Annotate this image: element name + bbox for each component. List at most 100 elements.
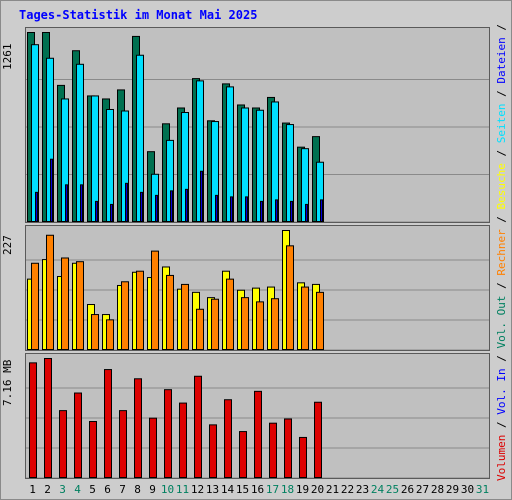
day-label: 17 xyxy=(265,483,280,496)
day-label: 16 xyxy=(250,483,265,496)
day-label: 2 xyxy=(44,483,51,496)
pages-bar xyxy=(305,203,308,222)
hosts-bar xyxy=(121,281,129,350)
hosts-bar xyxy=(256,301,264,350)
pages-bar xyxy=(80,184,83,222)
pages-bar xyxy=(290,200,293,222)
pages-bar xyxy=(95,200,98,222)
volume-bar xyxy=(119,410,127,478)
volume-max-label: 7.16 MB xyxy=(1,359,14,407)
volume-bar xyxy=(44,358,52,478)
hosts-bar xyxy=(286,245,294,350)
day-label: 6 xyxy=(104,483,111,496)
day-label: 19 xyxy=(295,483,310,496)
pages-bar xyxy=(125,182,128,222)
pages-bar xyxy=(320,199,323,222)
hosts-bar xyxy=(226,278,234,350)
volume-bar xyxy=(284,418,292,478)
day-label: 10 xyxy=(160,483,175,496)
legend-separator: / xyxy=(495,23,508,38)
hosts-bar xyxy=(76,261,84,350)
volume-bar xyxy=(29,362,37,478)
volume-plot xyxy=(26,358,489,478)
volume-bar xyxy=(209,424,217,478)
day-label: 22 xyxy=(340,483,355,496)
legend-entry: Seiten xyxy=(495,103,508,144)
volume-bar xyxy=(104,369,112,478)
day-label: 7 xyxy=(119,483,126,496)
hosts-bar xyxy=(211,298,219,350)
volume-bar xyxy=(59,410,67,478)
volume-bar xyxy=(74,392,82,478)
pages-bar xyxy=(140,191,143,222)
day-label: 21 xyxy=(325,483,340,496)
visits-max-label: 227 xyxy=(1,235,14,255)
pages-bar xyxy=(155,194,158,222)
day-label: 14 xyxy=(220,483,235,496)
volume-bar xyxy=(89,421,97,478)
visits-panel xyxy=(25,225,490,351)
legend-separator: / xyxy=(495,414,508,435)
hosts-bar xyxy=(61,257,69,350)
volume-bar xyxy=(164,389,172,478)
day-label: 1 xyxy=(29,483,36,496)
hosts-bar xyxy=(301,286,309,350)
hosts-bar xyxy=(136,270,144,350)
day-label: 24 xyxy=(370,483,385,496)
volume-bar xyxy=(194,375,202,478)
day-label: 27 xyxy=(415,483,430,496)
requests-plot xyxy=(26,32,489,222)
legend-separator: / xyxy=(495,83,508,104)
pages-bar xyxy=(200,170,203,222)
day-label: 18 xyxy=(280,483,295,496)
legend-entry: Vol. Out xyxy=(495,295,508,349)
pages-bar xyxy=(215,194,218,222)
volume-bar xyxy=(149,417,157,478)
legend-separator: / xyxy=(495,275,508,296)
legend-entry: Besuche xyxy=(495,163,508,210)
volume-bar xyxy=(314,401,322,478)
day-label: 15 xyxy=(235,483,250,496)
legend-entry: Dateien xyxy=(495,37,508,84)
hosts-bar xyxy=(271,298,279,350)
volume-bar xyxy=(269,422,277,478)
volume-bar xyxy=(254,390,262,478)
hosts-bar xyxy=(181,283,189,350)
day-label: 8 xyxy=(134,483,141,496)
hosts-bar xyxy=(196,308,204,350)
day-label: 28 xyxy=(430,483,445,496)
hosts-bar xyxy=(31,262,39,350)
hosts-bar xyxy=(316,291,324,350)
legend-separator: / xyxy=(495,143,508,164)
legend-separator: / xyxy=(495,209,508,230)
day-label: 3 xyxy=(59,483,66,496)
hosts-bar xyxy=(151,250,159,350)
pages-bar xyxy=(50,158,53,222)
day-label: 26 xyxy=(400,483,415,496)
day-label: 31 xyxy=(475,483,490,496)
pages-bar xyxy=(230,196,233,222)
pages-bar xyxy=(275,199,278,222)
day-label: 5 xyxy=(89,483,96,496)
volume-bar xyxy=(134,378,142,478)
legend-separator: / xyxy=(495,348,508,369)
pages-bar xyxy=(35,191,38,222)
day-label: 23 xyxy=(355,483,370,496)
pages-bar xyxy=(170,190,173,222)
pages-bar xyxy=(185,188,188,222)
pages-bar xyxy=(110,203,113,222)
volume-bar xyxy=(299,436,307,478)
pages-bar xyxy=(260,200,263,222)
volume-bar xyxy=(224,399,232,478)
legend-entry: Rechner xyxy=(495,229,508,276)
series-legend: Volumen / Vol. In / Vol. Out / Rechner /… xyxy=(492,23,511,481)
legend-entry: Vol. In xyxy=(495,368,508,415)
legend-entry: Volumen xyxy=(495,434,508,481)
requests-panel xyxy=(25,27,490,223)
chart-title: Tages-Statistik im Monat Mai 2025 xyxy=(19,8,258,22)
day-label: 12 xyxy=(190,483,205,496)
requests-max-label: 1261 xyxy=(1,43,14,71)
visits-plot xyxy=(26,230,489,350)
day-label: 25 xyxy=(385,483,400,496)
